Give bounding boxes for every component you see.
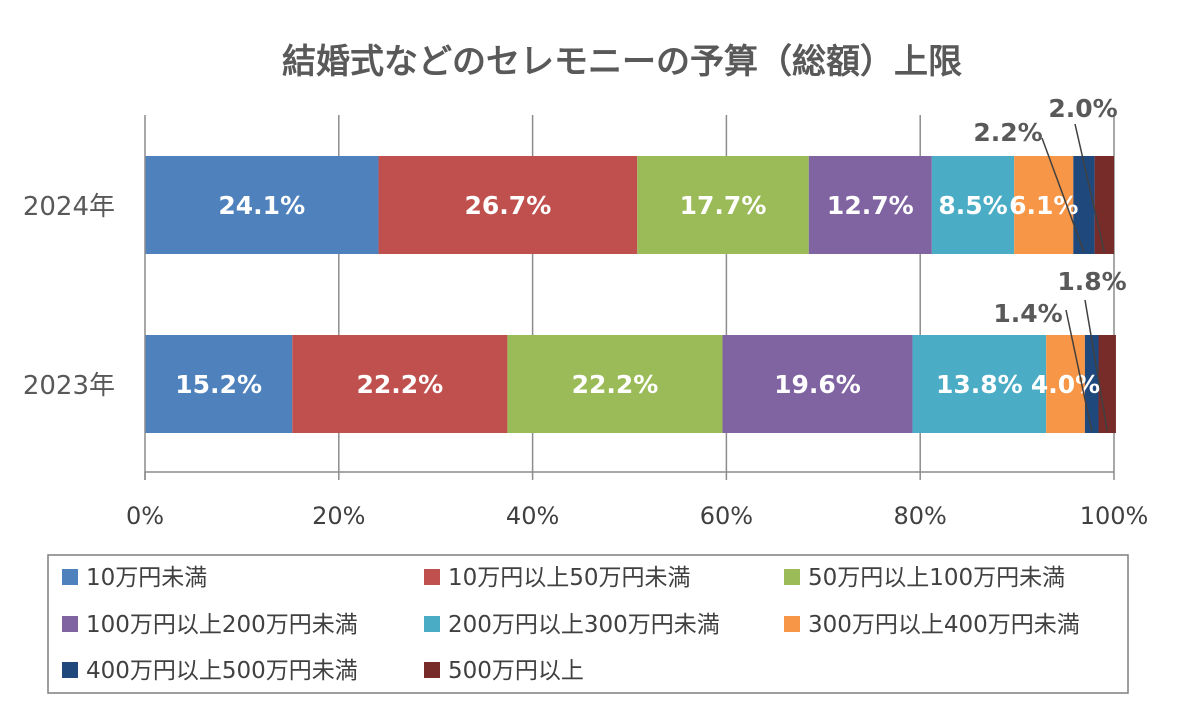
- data-label: 6.1%: [1009, 191, 1078, 220]
- data-label: 19.6%: [774, 370, 861, 399]
- legend-label: 200万円以上300万円未満: [448, 612, 720, 638]
- legend-label: 50万円以上100万円未満: [808, 565, 1065, 591]
- bar-segment: [507, 335, 723, 433]
- bar-segment: [1073, 156, 1095, 254]
- bar-segment: [1014, 156, 1074, 254]
- data-label: 24.1%: [218, 191, 305, 220]
- legend-label: 10万円以上50万円未満: [448, 565, 691, 591]
- category-label: 2023年: [23, 371, 115, 401]
- legend: 10万円未満 10万円以上50万円未満 50万円以上100万円未満 100万円以上20…: [47, 554, 1129, 694]
- legend-label: 100万円以上200万円未満: [86, 612, 358, 638]
- leader-line: [1041, 137, 1085, 253]
- legend-swatch: [62, 662, 78, 678]
- bar-segment: [1098, 335, 1116, 433]
- leader-line: [1065, 309, 1093, 432]
- legend-swatch: [784, 569, 800, 585]
- x-tick-label: 20%: [312, 502, 365, 530]
- bar-segment: [1094, 156, 1114, 254]
- legend-label: 400万円以上500万円未満: [86, 658, 358, 684]
- x-tick-label: 0%: [126, 502, 164, 530]
- data-label: 17.7%: [680, 191, 767, 220]
- bar-segment: [722, 335, 913, 433]
- data-label: 2.0%: [1048, 94, 1117, 123]
- data-label: 4.0%: [1031, 370, 1100, 399]
- data-label: 1.4%: [993, 299, 1062, 328]
- legend-label: 10万円未満: [86, 565, 207, 591]
- data-label: 8.5%: [938, 191, 1007, 220]
- legend-label: 500万円以上: [448, 658, 584, 684]
- legend-swatch: [424, 662, 440, 678]
- bar-segment: [145, 335, 293, 433]
- data-label: 26.7%: [465, 191, 552, 220]
- bar-segment: [808, 156, 932, 254]
- legend-swatch: [424, 569, 440, 585]
- leader-line: [1084, 299, 1108, 432]
- leader-line: [1074, 123, 1106, 253]
- legend-swatch: [62, 616, 78, 632]
- axes: 0% 20% 40% 60% 80% 100% 2024年 2023年: [23, 115, 1148, 530]
- legend-swatch: [62, 569, 78, 585]
- data-label: 13.8%: [936, 370, 1023, 399]
- legend-box: [47, 554, 1129, 694]
- bar-segment: [637, 156, 809, 254]
- chart-title: 結婚式などのセレモニーの予算（総額）上限: [282, 42, 962, 82]
- data-label: 22.2%: [356, 370, 443, 399]
- legend-swatch: [784, 616, 800, 632]
- data-labels: 24.1% 26.7% 17.7% 12.7% 8.5% 6.1% 15.2% 22.2% 22…: [175, 94, 1127, 432]
- legend-swatch: [424, 616, 440, 632]
- bar-segment: [1046, 335, 1085, 433]
- legend-label: 300万円以上400万円未満: [808, 612, 1080, 638]
- bar-segment: [931, 156, 1015, 254]
- category-label: 2024年: [23, 192, 115, 222]
- x-tick-label: 40%: [506, 502, 559, 530]
- data-label: 1.8%: [1057, 267, 1126, 296]
- data-label: 15.2%: [175, 370, 262, 399]
- x-tick-label: 80%: [894, 502, 947, 530]
- data-label: 2.2%: [973, 118, 1042, 147]
- x-tick-label: 60%: [700, 502, 753, 530]
- bar-segment: [378, 156, 638, 254]
- x-tick-label: 100%: [1080, 502, 1149, 530]
- data-label: 22.2%: [572, 370, 659, 399]
- bar-segment: [145, 156, 379, 254]
- bars: [145, 156, 1116, 433]
- bar-segment: [912, 335, 1047, 433]
- data-label: 12.7%: [827, 191, 914, 220]
- bar-segment: [292, 335, 508, 433]
